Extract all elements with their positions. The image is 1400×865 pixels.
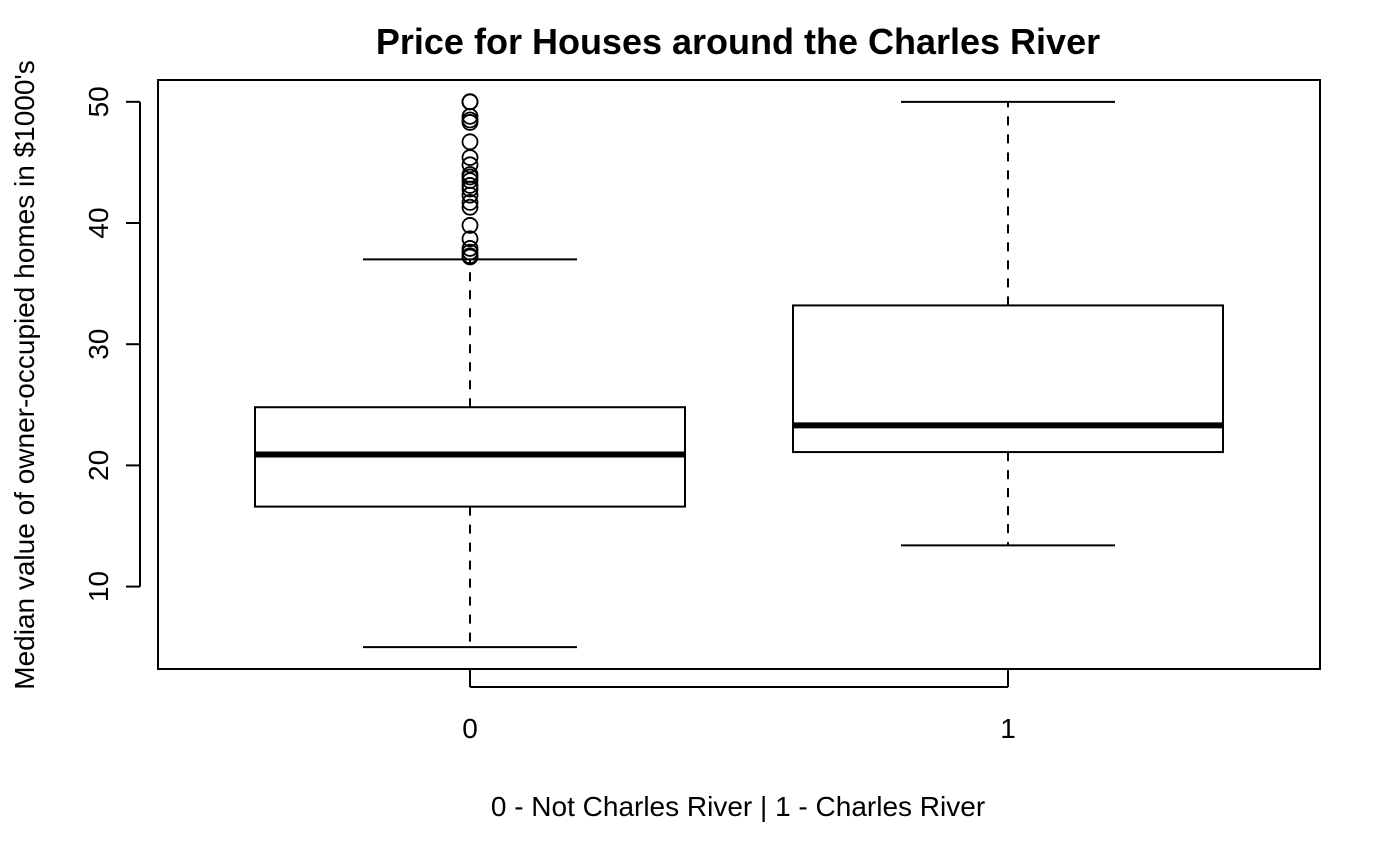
outlier-0-4: [461, 230, 479, 248]
x-axis-label: 0 - Not Charles River | 1 - Charles Rive…: [491, 791, 985, 822]
outlier-0-5: [461, 217, 479, 234]
y-axis: 10 20 30 40 50: [83, 86, 141, 602]
outlier-0-7: [461, 194, 479, 211]
box-0: [254, 93, 686, 649]
y-tick-label-0: 10: [83, 571, 114, 602]
y-tick-label-3: 40: [83, 207, 114, 238]
x-tick-label-0: 0: [462, 713, 478, 744]
y-tick-label-1: 20: [83, 450, 114, 481]
y-axis-label: Median value of owner-occupied homes in …: [9, 60, 40, 690]
chart-title: Price for Houses around the Charles Rive…: [376, 21, 1100, 62]
outlier-0-22: [461, 93, 479, 111]
outlier-0-16: [461, 133, 479, 151]
y-tick-label-4: 50: [83, 86, 114, 117]
box-1: [792, 100, 1224, 547]
outlier-0-6: [461, 198, 479, 216]
y-tick-label-2: 30: [83, 329, 114, 360]
x-tick-label-1: 1: [1000, 713, 1016, 744]
iqr-box-1: [792, 304, 1224, 454]
outlier-0-14: [461, 156, 479, 174]
outlier-0-13: [461, 166, 479, 183]
outlier-0-10: [461, 177, 479, 194]
plot-frame: [157, 79, 1321, 670]
box-series: [254, 93, 1224, 649]
outlier-0-3: [461, 240, 479, 257]
